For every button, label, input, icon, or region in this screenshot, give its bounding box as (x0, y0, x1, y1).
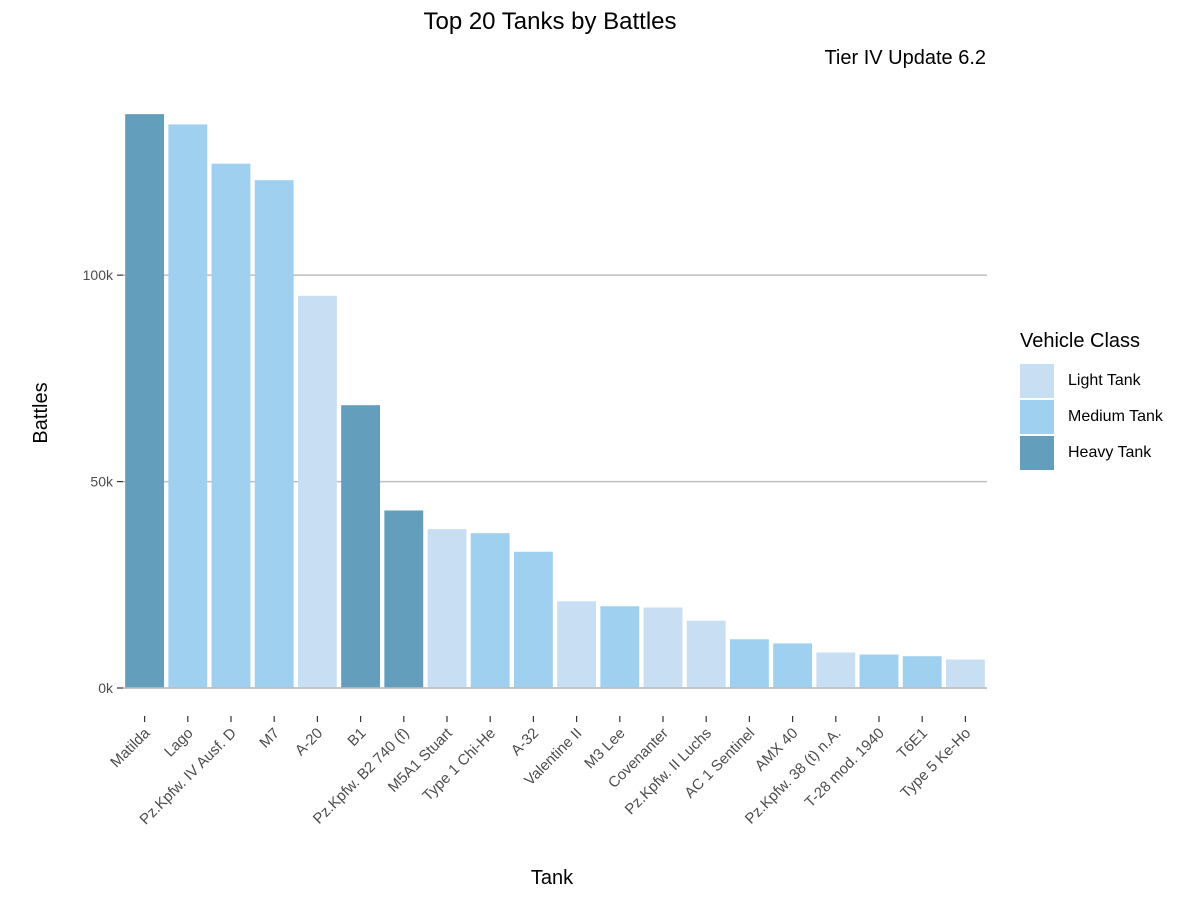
legend-item-light-tank: Light Tank (1020, 363, 1163, 399)
bar-lago (168, 124, 208, 688)
x-tick-label: T-28 mod. 1940 (802, 725, 888, 811)
legend-swatch-light-tank (1020, 364, 1054, 398)
bar-valentine-ii (557, 601, 597, 688)
legend-label: Heavy Tank (1068, 444, 1152, 461)
bar-pz-kpfw-ii-luchs (686, 620, 726, 688)
y-axis-label: Battles (30, 382, 52, 443)
legend-title: Vehicle Class (1020, 330, 1141, 352)
x-axis-label: Tank (531, 867, 574, 889)
bar-pz-kpfw-iv-ausf-d (211, 163, 251, 688)
bars (125, 114, 985, 689)
legend-swatch-heavy-tank (1020, 436, 1054, 470)
y-tick-label: 0k (98, 680, 114, 696)
x-tick-label: Lago (161, 725, 197, 761)
x-tick-label: A-32 (508, 725, 542, 759)
bar-a-20 (297, 295, 337, 688)
bar-type-5-ke-ho (945, 659, 985, 688)
legend-label: Light Tank (1068, 372, 1141, 389)
bar-t-28-mod-1940 (859, 654, 899, 688)
bar-amx-40 (773, 643, 813, 688)
gridlines (123, 274, 987, 689)
x-tick-label: A-20 (292, 725, 326, 759)
bar-type-1-chi-he (470, 533, 510, 688)
chart-subtitle: Tier IV Update 6.2 (824, 47, 986, 69)
x-tick-label: Matilda (107, 724, 154, 771)
bar-pz-kpfw-b2-740-f (384, 510, 424, 688)
bar-matilda (125, 114, 165, 689)
bar-t6e1 (902, 656, 942, 688)
x-tick-label: M7 (256, 725, 283, 752)
legend-item-medium-tank: Medium Tank (1020, 399, 1163, 435)
legend-label: Medium Tank (1068, 408, 1163, 425)
bar-a-32 (513, 551, 553, 688)
x-tick-label: B1 (344, 725, 369, 750)
bar-m5a1-stuart (427, 529, 467, 688)
bar-b1 (341, 405, 381, 688)
legend-swatch-medium-tank (1020, 400, 1054, 434)
legend-item-heavy-tank: Heavy Tank (1020, 435, 1163, 471)
x-tick-label: T6E1 (894, 725, 931, 762)
legend: Vehicle Class Light Tank Medium Tank Hea… (1020, 330, 1163, 471)
bar-covenanter (643, 607, 683, 688)
y-tick-label: 100k (83, 267, 114, 283)
bar-ac-1-sentinel (729, 639, 769, 688)
y-tick-label: 50k (90, 474, 114, 490)
bar-m7 (254, 180, 294, 688)
chart-title: Top 20 Tanks by Battles (423, 8, 677, 35)
bar-m3-lee (600, 606, 640, 688)
bar-pz-kpfw-38-t-n-a (816, 652, 856, 688)
